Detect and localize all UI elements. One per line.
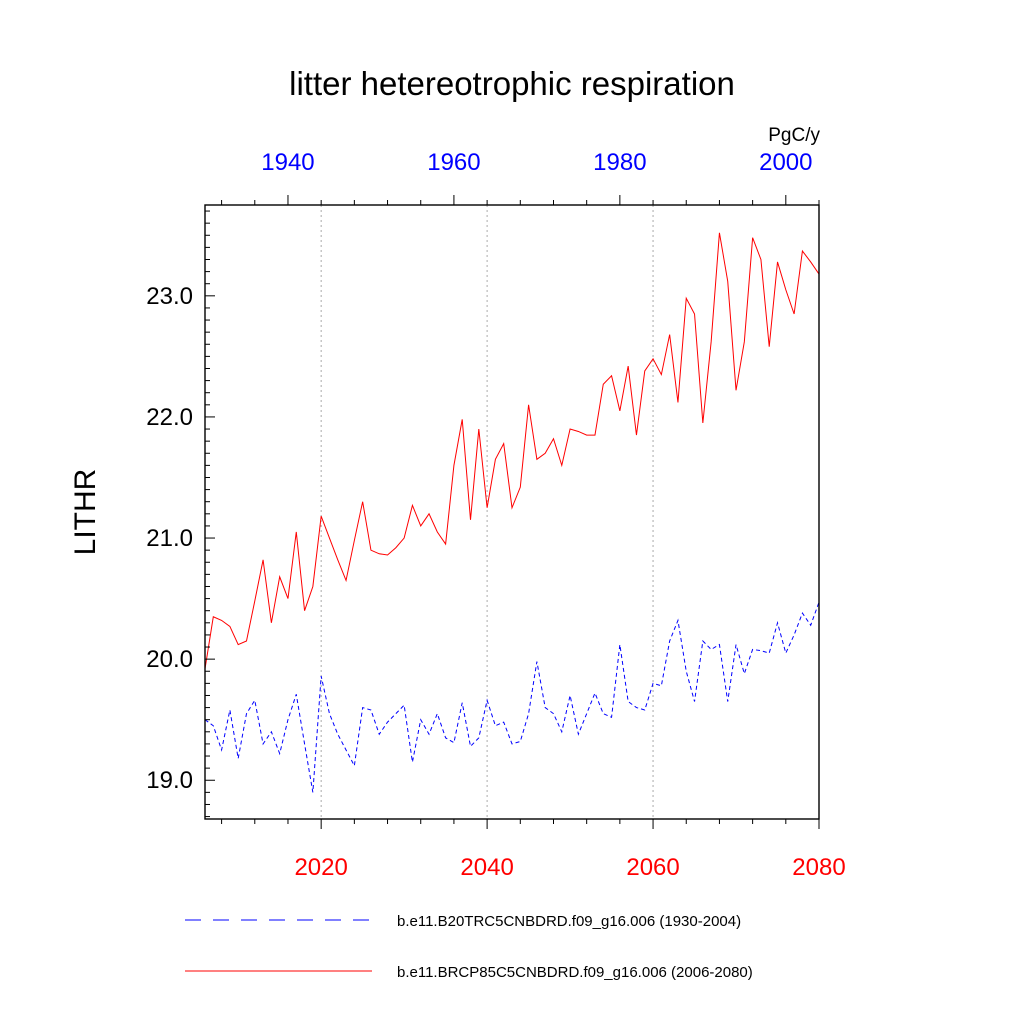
series-line-rcp85 [204, 232, 820, 669]
x-top-tick-label: 1960 [427, 149, 480, 176]
axes: 19.0 20.0 21.0 22.0 23.0 2020 2040 2060 2080 1940… [146, 149, 845, 881]
y-tick-label: 21.0 [146, 525, 193, 552]
x-bottom-tick-label: 2060 [626, 854, 679, 881]
plot-frame [204, 204, 820, 820]
x-bottom-tick-label: 2040 [460, 854, 513, 881]
legend-label-historical: b.e11.B20TRC5CNBDRD.f09_g16.006 (1930-20… [397, 913, 741, 930]
x-bottom-tick-label: 2080 [792, 854, 845, 881]
y-tick-label: 19.0 [146, 767, 193, 794]
x-top-tick-label: 1980 [593, 149, 646, 176]
x-top-tick-label: 1940 [261, 149, 314, 176]
legend-label-rcp85: b.e11.BRCP85C5CNBDRD.f09_g16.006 (2006-2… [397, 964, 753, 981]
x-bottom-tick-label: 2020 [294, 854, 347, 881]
y-tick-label: 20.0 [146, 646, 193, 673]
y-tick-label: 22.0 [146, 404, 193, 431]
series-layer [204, 232, 820, 793]
grid-lines [320, 205, 654, 819]
y-tick-label: 23.0 [146, 283, 193, 310]
x-top-tick-label: 2000 [759, 149, 812, 176]
chart-title: litter hetereotrophic respiration [289, 65, 735, 102]
units-label: PgC/y [768, 125, 820, 146]
series-line-historical [204, 602, 820, 793]
legend: b.e11.B20TRC5CNBDRD.f09_g16.006 (1930-20… [185, 913, 753, 981]
y-axis-label: LITHR [69, 469, 102, 556]
